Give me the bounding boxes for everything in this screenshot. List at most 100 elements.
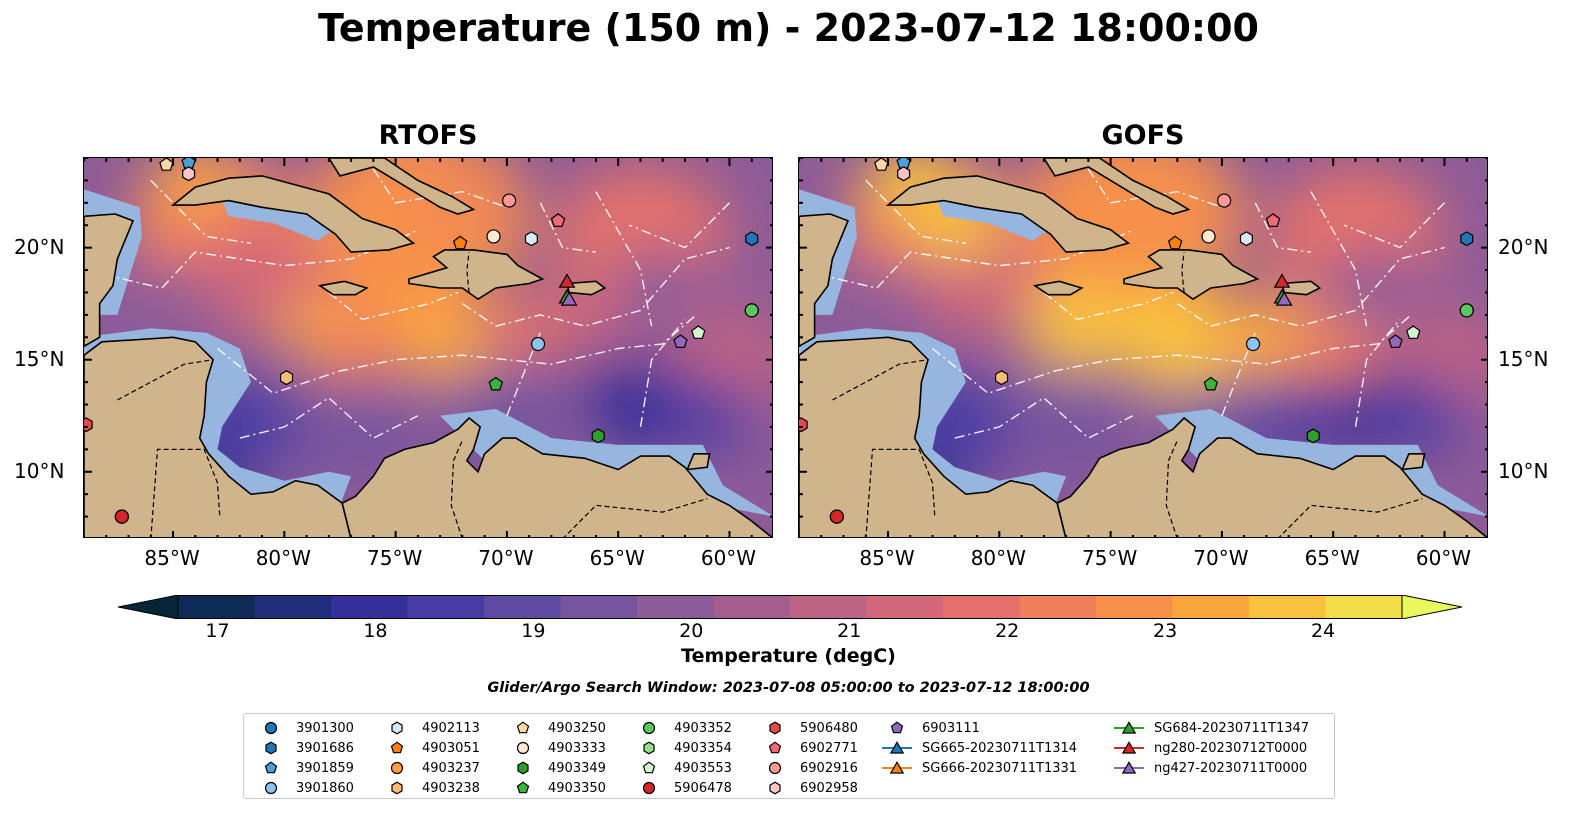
- colorbar-bin: [1096, 595, 1173, 619]
- colorbar-bin: [1249, 595, 1326, 619]
- colorbar-tick-label: 22: [995, 620, 1020, 642]
- eez-boundary: [1344, 202, 1445, 249]
- eez-boundary: [1254, 202, 1311, 253]
- legend-label: ng427-20230711T0000: [1154, 760, 1308, 776]
- colorbar-bin: [943, 595, 1020, 619]
- platform-6902771: [550, 213, 566, 227]
- x-tick-label: 70°W: [1193, 546, 1249, 570]
- legend-label: 3901859: [296, 760, 354, 776]
- search-window-text: Glider/Argo Search Window: 2023-07-08 05…: [487, 680, 1090, 696]
- y-tick-label-left: 20°N: [14, 234, 65, 259]
- legend-entry: 3901686: [254, 738, 354, 758]
- land-bahamas: [327, 158, 476, 215]
- platform-4903350: [488, 376, 504, 391]
- legend-entry: ng280-20230712T0000: [1112, 738, 1307, 758]
- platform-3901686: [1460, 231, 1474, 247]
- platform-3901860: [530, 336, 546, 352]
- eez-boundary: [328, 291, 459, 321]
- legend-entry: 4903333: [506, 738, 606, 758]
- legend-marker-icon: [264, 721, 278, 735]
- legend-entry: 4903354: [632, 738, 732, 758]
- country-border: [832, 359, 929, 401]
- temperature-patch: [562, 288, 630, 342]
- map-panel-rtofs[interactable]: [83, 157, 773, 538]
- legend-entry: 4902113: [380, 718, 480, 738]
- eez-boundary: [217, 314, 697, 395]
- eez-boundary: [639, 318, 686, 428]
- temperature-patch: [484, 290, 574, 362]
- country-border: [1165, 440, 1178, 537]
- legend-label: 3901860: [296, 780, 354, 796]
- legend-marker-icon: [768, 761, 782, 775]
- eez-boundary: [595, 191, 653, 327]
- eez-boundary: [239, 396, 419, 439]
- x-tick-label: 75°W: [366, 546, 423, 570]
- legend-label: 4903553: [674, 760, 732, 776]
- x-tick-label: 60°W: [1415, 546, 1472, 570]
- colorbar-bin: [866, 595, 944, 619]
- legend-label: 4903238: [422, 780, 480, 796]
- x-tick-label: 70°W: [478, 546, 534, 570]
- x-tick-label: 65°W: [1304, 546, 1360, 570]
- legend-entry: 4903238: [380, 778, 480, 798]
- platform-4903333: [1201, 229, 1216, 244]
- platform-ng427-20230711T0000: [560, 291, 578, 306]
- y-tick-label-left: 15°N: [14, 346, 65, 371]
- map-panel-gofs[interactable]: [798, 157, 1488, 538]
- land-yucatan: [84, 213, 135, 348]
- temperature-patch: [1110, 283, 1245, 391]
- land-puertoRico: [1280, 280, 1322, 296]
- platform-3901686: [745, 231, 759, 247]
- legend-marker-icon: [265, 741, 277, 755]
- platform-4903238: [995, 370, 1009, 386]
- legend-marker-icon: [642, 721, 656, 735]
- colorbar-bin: [790, 595, 867, 619]
- legend-label: 6902771: [800, 740, 858, 756]
- legend-entry: 3901859: [254, 758, 354, 778]
- temperature-patch: [1377, 380, 1467, 452]
- eez-boundary: [506, 332, 541, 416]
- colorbar-bin: [331, 595, 408, 619]
- platform-5906480: [799, 417, 808, 433]
- legend-entry: 4903349: [506, 758, 606, 778]
- platform-4903349: [591, 428, 605, 444]
- eez-boundary: [629, 202, 730, 249]
- y-tick-label-right: 15°N: [1498, 346, 1549, 371]
- land-hispaniola: [408, 249, 545, 301]
- panel-title-gofs: GOFS: [1101, 120, 1185, 151]
- colorbar-tick-label: 20: [679, 620, 704, 642]
- legend-entry: 6903111: [880, 718, 980, 738]
- land-southAmerica: [1056, 416, 1487, 537]
- colorbar-tick-label: 23: [1153, 620, 1178, 642]
- legend-label: 3901686: [296, 740, 354, 756]
- colorbar-bin: [637, 595, 714, 619]
- legend-marker-icon: [882, 741, 912, 754]
- platform-6903111: [1388, 334, 1403, 348]
- legend-label: SG665-20230711T1314: [922, 740, 1078, 756]
- legend-marker-icon: [264, 781, 278, 795]
- legend-label: 6902916: [800, 760, 858, 776]
- platform-ng280-20230712T0000: [558, 273, 576, 288]
- legend-label: 4903349: [548, 760, 606, 776]
- colorbar-extend-high: [1401, 594, 1463, 620]
- platform-4903333: [486, 229, 501, 244]
- land-jamaica: [317, 280, 369, 296]
- legend-marker-icon: [516, 781, 530, 794]
- legend-marker-icon: [264, 761, 278, 774]
- legend-label: 4903333: [548, 740, 606, 756]
- colorbar-bin: [178, 595, 255, 619]
- eez-boundary: [1354, 318, 1401, 428]
- country-border: [117, 359, 214, 401]
- legend-marker-icon: [768, 741, 782, 754]
- land-southAmerica: [341, 416, 772, 537]
- frame-ticks: [84, 158, 772, 537]
- legend-entry: 6902771: [758, 738, 858, 758]
- legend-entry: 4903553: [632, 758, 732, 778]
- platform-6902916: [502, 193, 517, 208]
- legend-entry: 4903352: [632, 718, 732, 738]
- colorbar: [117, 594, 1463, 620]
- colorbar-label: Temperature (degC): [681, 645, 896, 667]
- platform-4902113: [524, 231, 538, 247]
- country-border: [466, 252, 470, 293]
- legend-entry: ng427-20230711T0000: [1112, 758, 1307, 778]
